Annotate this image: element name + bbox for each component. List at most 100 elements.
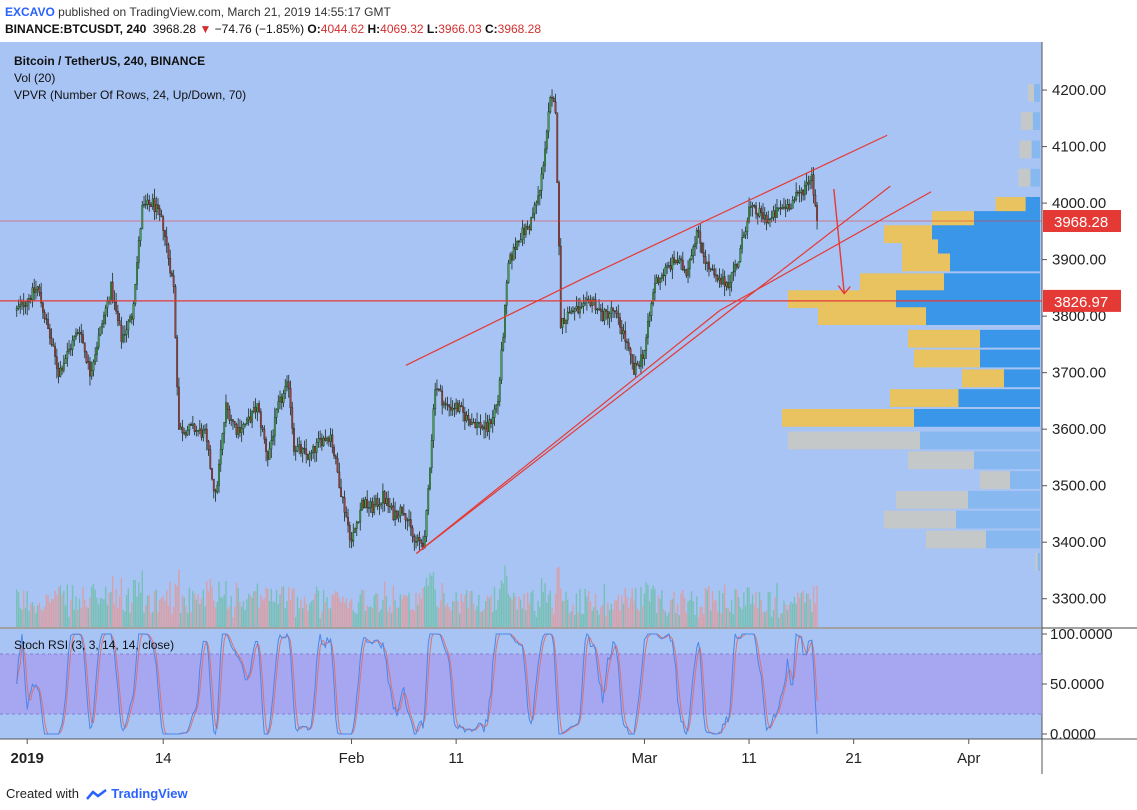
vpvr-up-bar [1032,112,1040,131]
volume-bar [444,606,447,627]
volume-bar [798,597,801,627]
volume-bar [23,590,25,627]
candle-body [748,206,750,222]
volume-bar [179,613,182,627]
candle-body [772,210,775,218]
candle-body [399,506,402,517]
vpvr-up-bar [974,211,1040,229]
candle-body [605,309,607,312]
volume-bar [188,587,191,627]
price-chart[interactable]: 4200.00 4100.00 4000.00 3900.00 3800.00 3700.… [0,42,1137,774]
volume-bar [577,612,579,627]
candle-body [137,240,140,263]
candle-body [565,319,567,324]
candle-body [343,497,346,513]
candle-body [171,272,173,276]
volume-bar [403,594,405,627]
candle-body [340,487,342,498]
volume-bar [16,589,18,627]
candle-body [608,313,611,319]
volume-bar [574,614,576,627]
volume-bar [356,613,358,627]
volume-bar [84,599,86,627]
candle-body [502,336,505,351]
candle-body [746,221,749,232]
vpvr-up-bar [974,451,1040,470]
candle-body [228,409,231,421]
volume-bar [247,593,250,627]
candle-body [739,248,742,262]
volume-bar [429,573,431,627]
volume-bar [129,612,131,627]
volume-bar [615,600,618,627]
volume-bar [47,595,49,627]
candle-body [28,298,30,303]
volume-bar [767,592,769,627]
volume-bar [647,584,649,627]
volume-bar [97,604,100,627]
volume-bar [118,596,121,627]
volume-bar [746,586,749,627]
volume-bar [645,582,647,627]
candle-body [305,448,308,455]
volume-bar [666,615,668,627]
candle-body [657,277,660,283]
created-with-line[interactable]: Created with TradingView [6,786,188,801]
volume-bar [300,599,302,627]
volume-bar [57,587,60,627]
candle-body [218,463,220,486]
candle-body [469,419,471,425]
volume-bar [472,604,475,627]
candle-body [286,381,288,387]
volume-bar [471,590,473,627]
candle-body [69,348,72,351]
candle-body [104,307,107,316]
volume-bar [603,584,606,627]
candle-body [777,207,780,209]
volume-bar [211,586,213,627]
volume-bar [206,581,208,627]
volume-bar [404,595,407,627]
candle-body [791,199,794,209]
volume-bar [723,584,726,627]
candle-body [136,262,138,285]
volume-bar [720,613,722,627]
created-with-text: Created with [6,786,79,801]
volume-bar [35,613,37,627]
candle-body [90,370,93,377]
volume-bar [736,589,738,627]
candle-body [225,402,227,423]
candle-body [810,174,813,181]
volume-legend[interactable]: Vol (20) [14,71,56,85]
candle-body [518,241,520,243]
price-pane-bg [0,42,1042,627]
volume-bar [457,601,459,627]
candle-body [486,422,489,432]
candle-body [122,334,125,342]
vpvr-up-bar [980,349,1040,368]
volume-bar [638,610,640,627]
volume-bar [312,599,314,627]
chart-area[interactable]: 4200.00 4100.00 4000.00 3900.00 3800.00 3700.… [0,42,1137,774]
volume-bar [622,603,625,627]
volume-bar [24,608,27,627]
volume-bar [216,602,218,627]
volume-bar [797,592,799,627]
candle-body [357,521,360,524]
volume-bar [298,608,300,627]
candle-body [774,210,777,218]
stoch-rsi-legend[interactable]: Stoch RSI (3, 3, 14, 14, close) [14,638,175,652]
candle-body [715,274,717,277]
trend-line [584,134,888,279]
volume-bar [788,604,790,627]
vpvr-legend[interactable]: VPVR (Number Of Rows, 24, Up/Down, 70) [14,88,247,102]
vpvr-down-bar [1018,168,1031,187]
volume-bar [401,599,403,627]
volume-bar [612,609,614,627]
candle-body [331,434,334,448]
publisher-name[interactable]: EXCAVO [5,5,55,19]
candle-body [129,316,131,322]
candle-body [563,317,566,324]
candle-body [134,284,137,304]
vpvr-down-bar [980,471,1010,489]
